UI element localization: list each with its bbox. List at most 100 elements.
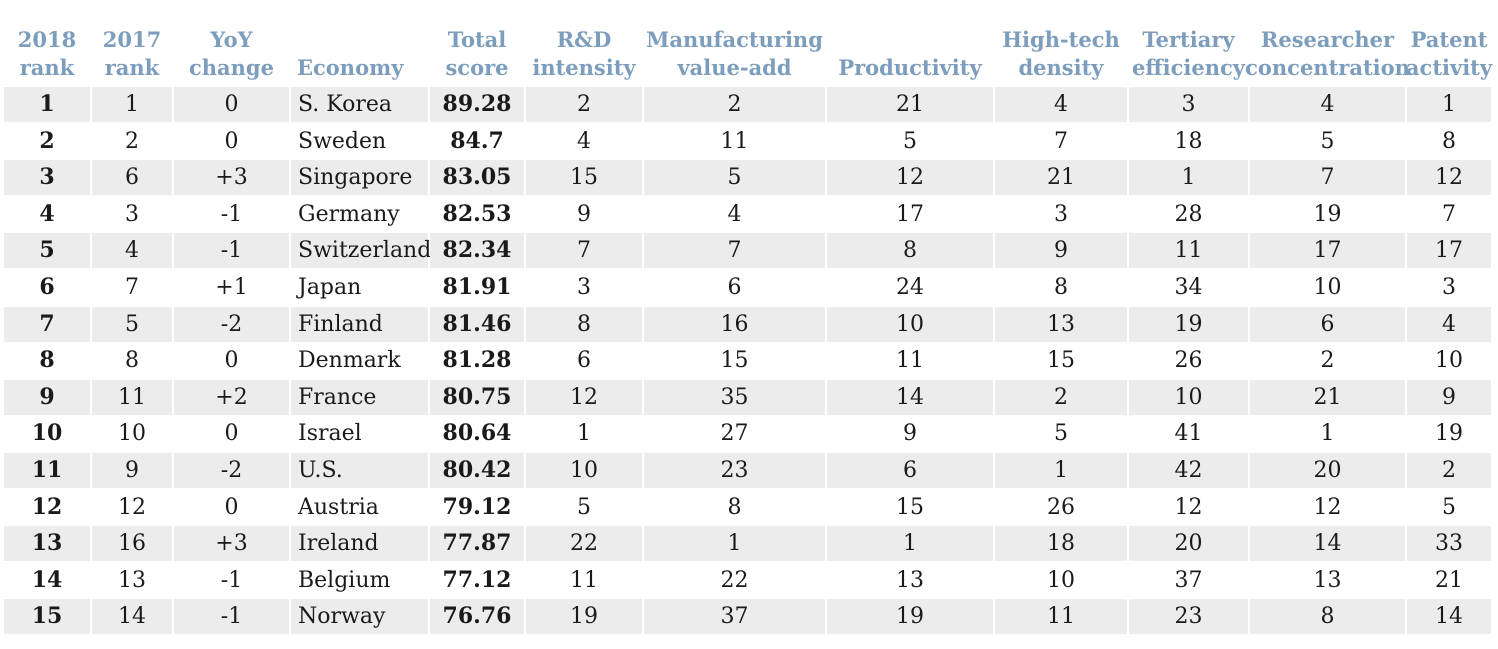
cell-productivity: 17 [896,201,924,227]
cell-productivity: 10 [827,306,993,342]
cell-economy: Ireland [291,526,428,562]
cell-total-score: 77.12 [442,566,512,593]
cell-manufacturing-value-add: 27 [720,421,749,447]
cell-productivity: 9 [903,421,917,447]
cell-r-d-intensity: 12 [526,379,642,415]
cell-researcher-concentration: 2 [1320,348,1335,374]
cell-r-d-intensity: 8 [526,306,642,342]
cell-economy: Denmark [298,348,401,374]
cell-yoy-change: 0 [224,494,239,520]
cell-manufacturing-value-add: 22 [720,567,749,593]
cell-economy: Switzerland [291,233,431,269]
cell-r-d-intensity: 9 [577,201,591,227]
cell-productivity: 13 [896,567,924,593]
cell-patent-activity: 3 [1442,275,1456,300]
cell-manufacturing-value-add: 15 [720,348,749,374]
cell-tertiary-efficiency: 10 [1129,379,1248,415]
cell-2017-rank: 11 [92,379,172,415]
cell-high-tech-density: 8 [1054,275,1068,300]
table-row: 15 14 -1 Norway 76.76 19 37 19 11 23 8 14 [0,599,1498,635]
cell-total-score: 76.76 [430,599,524,635]
cell-total-score: 80.42 [430,453,524,488]
cell-tertiary-efficiency: 23 [1129,599,1248,635]
cell-2018-rank: 3 [4,160,90,196]
cell-high-tech-density: 2 [995,379,1127,415]
cell-2017-rank: 7 [125,275,139,300]
cell-2018-rank: 2 [39,127,55,154]
cell-economy: Belgium [298,567,391,593]
table-row: 9 11 +2 France 80.75 12 35 14 2 10 21 9 [0,379,1498,415]
column-header-yoy-change: YoY change [189,27,274,80]
cell-2018-rank: 12 [31,493,63,520]
cell-tertiary-efficiency: 3 [1129,87,1248,122]
column-header-patent-activity: Patent activity [1405,27,1493,80]
cell-tertiary-efficiency: 34 [1174,275,1203,300]
cell-patent-activity: 1 [1407,87,1491,122]
cell-total-score: 82.53 [442,200,512,227]
cell-manufacturing-value-add: 1 [644,526,825,562]
cell-total-score: 84.7 [450,127,504,154]
cell-total-score: 80.75 [430,379,524,415]
cell-high-tech-density: 13 [995,306,1127,342]
cell-manufacturing-value-add: 7 [644,233,825,269]
cell-patent-activity: 7 [1442,201,1456,227]
cell-productivity: 21 [827,87,993,122]
cell-high-tech-density: 9 [995,233,1127,269]
cell-high-tech-density: 18 [995,526,1127,562]
cell-2017-rank: 4 [92,233,172,269]
cell-2018-rank: 6 [39,274,55,300]
cell-patent-activity: 19 [1435,421,1463,447]
table-row: 5 4 -1 Switzerland 82.34 7 7 8 9 11 17 17 [0,233,1498,269]
cell-high-tech-density: 5 [1054,421,1068,447]
cell-manufacturing-value-add: 5 [644,160,825,196]
cell-manufacturing-value-add: 37 [644,599,825,635]
cell-2017-rank: 12 [118,494,146,520]
cell-manufacturing-value-add: 2 [644,87,825,122]
cell-tertiary-efficiency: 37 [1174,567,1203,593]
cell-researcher-concentration: 8 [1250,599,1405,635]
cell-2018-rank: 13 [4,526,90,562]
cell-researcher-concentration: 1 [1320,421,1335,447]
cell-manufacturing-value-add: 23 [644,453,825,488]
cell-manufacturing-value-add: 16 [644,306,825,342]
cell-2018-rank: 10 [31,420,63,447]
cell-r-d-intensity: 19 [526,599,642,635]
cell-yoy-change: +3 [174,160,289,196]
column-header-manufacturing-value-add: Manufacturing value-add [646,27,823,80]
column-header-high-tech-density: High-tech density [1002,27,1120,80]
cell-yoy-change: -1 [174,599,289,635]
table-row: 7 5 -2 Finland 81.46 8 16 10 13 19 6 4 [0,306,1498,342]
cell-tertiary-efficiency: 11 [1129,233,1248,269]
cell-productivity: 1 [827,526,993,562]
cell-researcher-concentration: 20 [1250,453,1405,488]
cell-economy: Israel [298,421,362,447]
cell-2017-rank: 9 [92,453,172,488]
cell-2017-rank: 1 [92,87,172,122]
cell-tertiary-efficiency: 41 [1174,421,1203,447]
cell-economy: Singapore [291,160,428,196]
column-header-tertiary-efficiency: Tertiary efficiency [1132,27,1245,80]
cell-total-score: 83.05 [430,160,524,196]
cell-productivity: 14 [827,379,993,415]
cell-2018-rank: 8 [39,347,55,374]
table-row: 2 2 0 Sweden 84.7 4 11 5 7 18 5 8 [0,124,1498,159]
cell-yoy-change: +2 [174,379,289,415]
table-row: 3 6 +3 Singapore 83.05 15 5 12 21 1 7 12 [0,160,1498,196]
cell-2017-rank: 6 [92,160,172,196]
cell-researcher-concentration: 13 [1313,567,1342,593]
column-header-total-score: Total score [445,27,509,80]
cell-productivity: 24 [896,275,924,300]
cell-economy: Sweden [298,128,387,154]
cell-high-tech-density: 4 [995,87,1127,122]
cell-high-tech-density: 11 [995,599,1127,635]
cell-2017-rank: 8 [125,348,139,374]
cell-r-d-intensity: 2 [526,87,642,122]
cell-patent-activity: 14 [1407,599,1491,635]
cell-economy: Norway [291,599,428,635]
cell-2018-rank: 11 [4,453,90,488]
cell-yoy-change: -1 [220,201,243,227]
cell-researcher-concentration: 6 [1250,306,1405,342]
cell-2018-rank: 15 [4,599,90,635]
cell-productivity: 12 [827,160,993,196]
